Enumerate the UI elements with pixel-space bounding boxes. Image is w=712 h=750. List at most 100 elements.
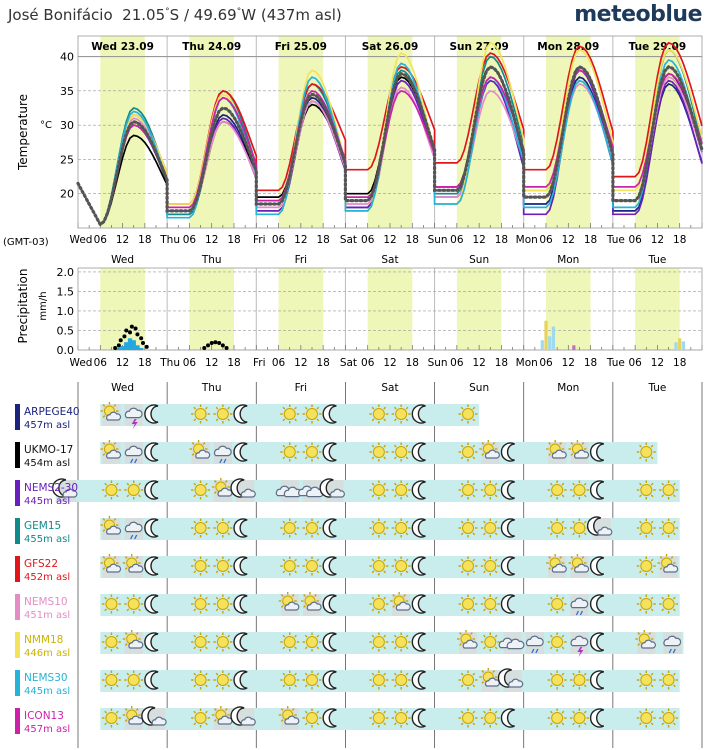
- sun-ray: [102, 415, 106, 418]
- sun-ray: [481, 670, 485, 673]
- sun-icon: [280, 404, 300, 424]
- sun-disc: [395, 636, 408, 648]
- sun-disc: [306, 636, 318, 648]
- sun-ray: [282, 646, 286, 650]
- sun-icon: [391, 556, 411, 576]
- sun-ray: [572, 710, 575, 714]
- cloud-shape: [525, 635, 544, 647]
- sun-cloud-icon: [278, 706, 300, 725]
- sun-ray: [583, 520, 587, 524]
- sun-ray: [494, 608, 498, 612]
- sun-icon: [569, 480, 589, 500]
- sun-ray: [393, 684, 397, 688]
- meteoblue-logo[interactable]: meteoblue: [574, 2, 702, 27]
- sun-ray: [403, 594, 407, 597]
- sun-ray: [650, 570, 654, 574]
- sun-ray: [304, 710, 308, 714]
- sun-icon: [191, 708, 211, 728]
- sun-ray: [549, 722, 553, 726]
- longitude-dir: W: [241, 6, 257, 24]
- sun-ray: [459, 632, 462, 635]
- x-hour-label: 06: [539, 234, 553, 246]
- sun-ray: [280, 719, 284, 722]
- rain-drop: [535, 648, 539, 654]
- sun-ray: [481, 681, 485, 684]
- sun-ray: [282, 418, 286, 422]
- sun-ray: [393, 710, 397, 714]
- sun-ray: [304, 634, 308, 638]
- moon-shape: [322, 670, 337, 690]
- model-elevation: 457m asl: [24, 724, 70, 735]
- sun-ray: [304, 570, 308, 574]
- sun-ray: [303, 605, 306, 608]
- precip-bar: [572, 345, 576, 350]
- sun-ray: [472, 710, 476, 714]
- sun-ray: [393, 558, 397, 562]
- sun-ray: [215, 520, 219, 524]
- sun-ray: [472, 596, 476, 600]
- moon-shape: [500, 518, 515, 538]
- y-tick-label: 0.5: [57, 324, 75, 337]
- sun-icon: [480, 518, 500, 538]
- x-hour-label: 12: [205, 234, 218, 246]
- sun-ray: [227, 520, 231, 524]
- sun-ray: [494, 482, 498, 486]
- sun-disc: [372, 446, 385, 458]
- precip-dot: [224, 346, 229, 351]
- sun-ray: [483, 532, 486, 536]
- sun-icon: [569, 670, 589, 690]
- sun-ray: [393, 634, 397, 638]
- y-tick-label: 25: [60, 153, 74, 166]
- sun-ray: [483, 482, 486, 486]
- sun-icon: [458, 442, 478, 462]
- sun-ray: [138, 684, 141, 688]
- sun-ray: [650, 672, 654, 676]
- sun-ray: [371, 406, 375, 410]
- sun-ray: [316, 558, 320, 562]
- sun-ray: [460, 418, 464, 422]
- moon-shape: [500, 442, 515, 462]
- x-day-label: Sun: [428, 234, 448, 246]
- sun-ray: [371, 558, 375, 562]
- sun-ray: [213, 491, 217, 494]
- sun-ray: [570, 556, 574, 559]
- sun-icon: [547, 708, 567, 728]
- sun-ray: [303, 594, 306, 597]
- sun-ray: [193, 672, 197, 676]
- x-day-label: Tue: [606, 234, 625, 246]
- latitude-dir: S: [169, 6, 180, 24]
- moon-shape: [233, 442, 248, 462]
- rain-icon: [213, 445, 232, 464]
- sun-ray: [191, 442, 195, 445]
- sun-ray: [113, 556, 117, 559]
- sun-disc: [395, 560, 408, 572]
- sun-ray: [227, 418, 231, 422]
- sun-ray: [102, 404, 106, 407]
- precip-dot: [213, 340, 218, 345]
- moon-icon: [144, 442, 159, 462]
- moon-icon: [322, 594, 337, 614]
- sun-icon: [101, 632, 121, 652]
- sun-ray: [650, 684, 654, 688]
- sun-ray: [383, 684, 387, 688]
- model-color-bar: [15, 480, 20, 506]
- moon-icon: [144, 632, 159, 652]
- model-color-bar: [15, 442, 20, 468]
- sun-ray: [215, 672, 219, 676]
- precip-dot: [206, 343, 210, 348]
- moon-icon: [411, 480, 426, 500]
- latitude-value: 21.05: [122, 6, 166, 24]
- sun-ray: [371, 418, 375, 422]
- moon-icon: [589, 594, 605, 614]
- moon-cloud-icon: [230, 478, 256, 498]
- x-hour-label: 06: [183, 357, 197, 369]
- sun-icon: [458, 708, 478, 728]
- x-day-label: Wed: [70, 357, 93, 369]
- plot-frame: [77, 35, 703, 229]
- x-hour-label: 18: [673, 357, 686, 369]
- x-hour-label: 06: [450, 234, 464, 246]
- moon-shape: [322, 556, 337, 576]
- moon-icon: [144, 670, 159, 690]
- sun-ray: [205, 634, 208, 638]
- sun-ray: [483, 558, 486, 562]
